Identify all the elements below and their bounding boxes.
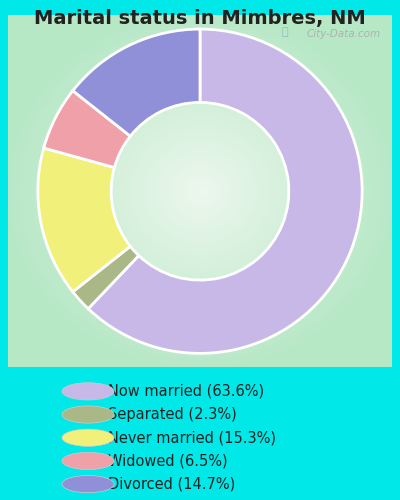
Circle shape — [62, 452, 114, 469]
Wedge shape — [38, 148, 130, 292]
Text: Separated (2.3%): Separated (2.3%) — [108, 407, 237, 422]
Text: Never married (15.3%): Never married (15.3%) — [108, 430, 276, 445]
Wedge shape — [73, 29, 200, 136]
Circle shape — [62, 406, 114, 423]
Circle shape — [62, 476, 114, 492]
Text: ⓘ: ⓘ — [282, 28, 288, 38]
Text: City-Data.com: City-Data.com — [306, 29, 380, 39]
Wedge shape — [44, 90, 130, 168]
Text: Now married (63.6%): Now married (63.6%) — [108, 384, 264, 399]
Circle shape — [62, 429, 114, 446]
Text: Widowed (6.5%): Widowed (6.5%) — [108, 454, 228, 468]
Text: Divorced (14.7%): Divorced (14.7%) — [108, 476, 235, 492]
Text: Marital status in Mimbres, NM: Marital status in Mimbres, NM — [34, 9, 366, 28]
Wedge shape — [88, 29, 362, 353]
Wedge shape — [73, 246, 139, 308]
Circle shape — [62, 382, 114, 400]
